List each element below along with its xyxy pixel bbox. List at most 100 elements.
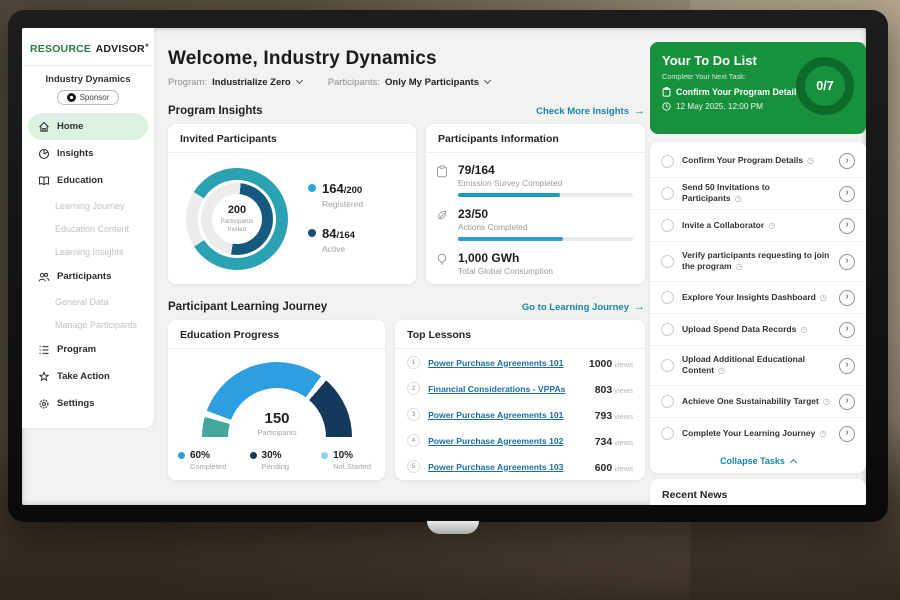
todo-hero-card: Your To Do List Complete Your Next Task:… bbox=[650, 42, 866, 134]
task-checkbox[interactable] bbox=[661, 187, 674, 200]
chevron-up-icon bbox=[789, 458, 797, 467]
lesson-link[interactable]: Power Purchase Agreements 101 bbox=[428, 409, 564, 420]
sidebar-item-learning-insights[interactable]: Learning Insights bbox=[55, 246, 124, 257]
lesson-link[interactable]: Power Purchase Agreements 102 bbox=[428, 435, 564, 446]
top-lessons-card: Top Lessons 1 Power Purchase Agreements … bbox=[395, 320, 645, 480]
sidebar-item-manage-participants[interactable]: Manage Participants bbox=[55, 319, 138, 330]
todo-task[interactable]: Upload Additional Educational Content ◷ › bbox=[650, 345, 866, 385]
sidebar-item-education[interactable]: Education bbox=[28, 167, 148, 194]
todo-task[interactable]: Upload Spend Data Records ◷ › bbox=[650, 313, 866, 345]
sidebar-item-general-data[interactable]: General Data bbox=[55, 296, 109, 307]
gauge-center-value: 150 bbox=[264, 410, 290, 427]
sponsor-icon bbox=[66, 93, 76, 102]
task-checkbox[interactable] bbox=[661, 323, 674, 336]
legend-not-started: 10% Not Started bbox=[321, 450, 377, 471]
arrow-right-icon: → bbox=[634, 301, 645, 313]
emission-progress-bar bbox=[458, 193, 633, 197]
insights-pie-icon bbox=[38, 148, 50, 159]
learning-journey-title: Participant Learning Journey bbox=[168, 301, 328, 313]
task-chevron-button[interactable]: › bbox=[839, 321, 855, 338]
clock-icon bbox=[662, 102, 671, 111]
lesson-link[interactable]: Power Purchase Agreements 101 bbox=[428, 357, 564, 368]
task-checkbox[interactable] bbox=[661, 395, 674, 408]
lesson-row: 4 Power Purchase Agreements 102 734 views bbox=[395, 428, 645, 453]
todo-task[interactable]: Verify participants requesting to join t… bbox=[650, 241, 866, 281]
todo-next-task: Confirm Your Program Details bbox=[662, 87, 812, 97]
task-checkbox[interactable] bbox=[661, 154, 674, 168]
task-chevron-button[interactable]: › bbox=[839, 393, 855, 410]
sidebar-item-learning-journey[interactable]: Learning Journey bbox=[55, 200, 125, 211]
go-to-learning-journey-link[interactable]: Go to Learning Journey → bbox=[521, 301, 645, 313]
task-chevron-button[interactable]: › bbox=[839, 217, 855, 234]
sidebar-item-home[interactable]: Home bbox=[28, 113, 148, 140]
registered-dot bbox=[308, 184, 316, 192]
task-clock-icon: ◷ bbox=[768, 220, 776, 230]
clipboard-icon bbox=[436, 165, 448, 178]
chevron-down-icon bbox=[483, 76, 492, 85]
leaf-icon bbox=[436, 209, 448, 221]
donut-center-value: 200 bbox=[227, 204, 247, 217]
book-icon bbox=[38, 175, 50, 185]
bulb-icon bbox=[436, 253, 448, 266]
home-icon bbox=[39, 121, 49, 132]
sidebar-item-insights[interactable]: Insights bbox=[28, 140, 148, 167]
task-chevron-button[interactable]: › bbox=[839, 153, 855, 169]
todo-task-list: Confirm Your Program Details ◷ › Send 50 … bbox=[650, 142, 866, 473]
main-content: Welcome, Industry Dynamics Program: Indus… bbox=[168, 48, 645, 480]
task-chevron-button[interactable]: › bbox=[839, 357, 855, 374]
gauge-center-label: Participants bbox=[257, 428, 297, 437]
todo-task[interactable]: Achieve One Sustainability Target ◷ › bbox=[650, 385, 866, 417]
gear-icon bbox=[39, 399, 49, 408]
invited-participants-card: Invited Participants 200 Participants In… bbox=[168, 124, 416, 284]
sidebar-item-education-content[interactable]: Education Content bbox=[55, 223, 130, 234]
legend-active: 84/164 Active bbox=[308, 225, 363, 254]
monitor-stand bbox=[427, 521, 479, 534]
task-checkbox[interactable] bbox=[661, 219, 674, 232]
clipboard-icon bbox=[662, 87, 671, 97]
program-filter[interactable]: Program: Industrialize Zero bbox=[168, 76, 303, 88]
todo-task[interactable]: Explore Your Insights Dashboard ◷ › bbox=[650, 281, 866, 313]
task-checkbox[interactable] bbox=[661, 255, 674, 268]
participants-filter[interactable]: Participants: Only My Participants bbox=[328, 76, 492, 88]
todo-due: 12 May 2025, 12:00 PM bbox=[662, 102, 854, 111]
legend-pending: 30% Pending bbox=[249, 450, 306, 471]
todo-task[interactable]: Send 50 Invitations to Participants ◷ › bbox=[650, 177, 866, 209]
education-gauge-chart: 150 Participants bbox=[202, 362, 352, 437]
task-checkbox[interactable] bbox=[661, 291, 674, 304]
todo-task[interactable]: Complete Your Learning Journey ◷ › bbox=[650, 417, 866, 449]
task-clock-icon: ◷ bbox=[807, 156, 815, 166]
sidebar-item-settings[interactable]: Settings bbox=[28, 390, 148, 417]
org-name: Industry Dynamics bbox=[45, 74, 131, 85]
todo-task[interactable]: Invite a Collaborator ◷ › bbox=[650, 209, 866, 241]
sidebar-item-program[interactable]: Program bbox=[28, 336, 148, 363]
task-clock-icon: ◷ bbox=[734, 194, 742, 204]
sponsor-badge[interactable]: Sponsor bbox=[56, 90, 120, 105]
lesson-link[interactable]: Financial Considerations - VPPAs bbox=[428, 383, 566, 394]
lesson-link[interactable]: Power Purchase Agreements 103 bbox=[428, 461, 564, 472]
task-chevron-button[interactable]: › bbox=[839, 425, 855, 442]
invited-donut-chart: 200 Participants Invited bbox=[186, 168, 288, 270]
task-clock-icon: ◷ bbox=[735, 262, 743, 272]
task-chevron-button[interactable]: › bbox=[839, 289, 855, 306]
page-title: Welcome, Industry Dynamics bbox=[168, 48, 437, 69]
filters-row: Program: Industrialize Zero Participants:… bbox=[168, 76, 645, 88]
task-chevron-button[interactable]: › bbox=[839, 185, 855, 202]
check-more-insights-link[interactable]: Check More Insights → bbox=[536, 105, 645, 117]
recent-news-card: Recent News bbox=[650, 479, 866, 505]
todo-subtitle: Complete Your Next Task: bbox=[662, 72, 746, 81]
task-clock-icon: ◷ bbox=[800, 324, 808, 334]
task-checkbox[interactable] bbox=[661, 427, 674, 440]
todo-task[interactable]: Confirm Your Program Details ◷ › bbox=[650, 145, 866, 177]
recent-news-title: Recent News bbox=[650, 479, 866, 505]
sidebar-item-participants[interactable]: Participants bbox=[28, 263, 148, 290]
task-chevron-button[interactable]: › bbox=[839, 253, 855, 270]
todo-column: Your To Do List Complete Your Next Task:… bbox=[650, 42, 866, 505]
collapse-tasks-link[interactable]: Collapse Tasks bbox=[650, 449, 866, 473]
task-checkbox[interactable] bbox=[661, 359, 674, 372]
sidebar-item-take-action[interactable]: Take Action bbox=[28, 363, 148, 390]
actions-completed-row: 23/50 Actions Completed bbox=[426, 207, 645, 241]
actions-progress-bar bbox=[458, 237, 633, 241]
lesson-row: 2 Financial Considerations - VPPAs 803 vi… bbox=[395, 376, 645, 401]
dashboard-screen: RESOURCE ADVISOR+ Industry Dynamics Spon… bbox=[22, 28, 866, 505]
todo-progress-ring: 0/7 bbox=[796, 57, 854, 115]
